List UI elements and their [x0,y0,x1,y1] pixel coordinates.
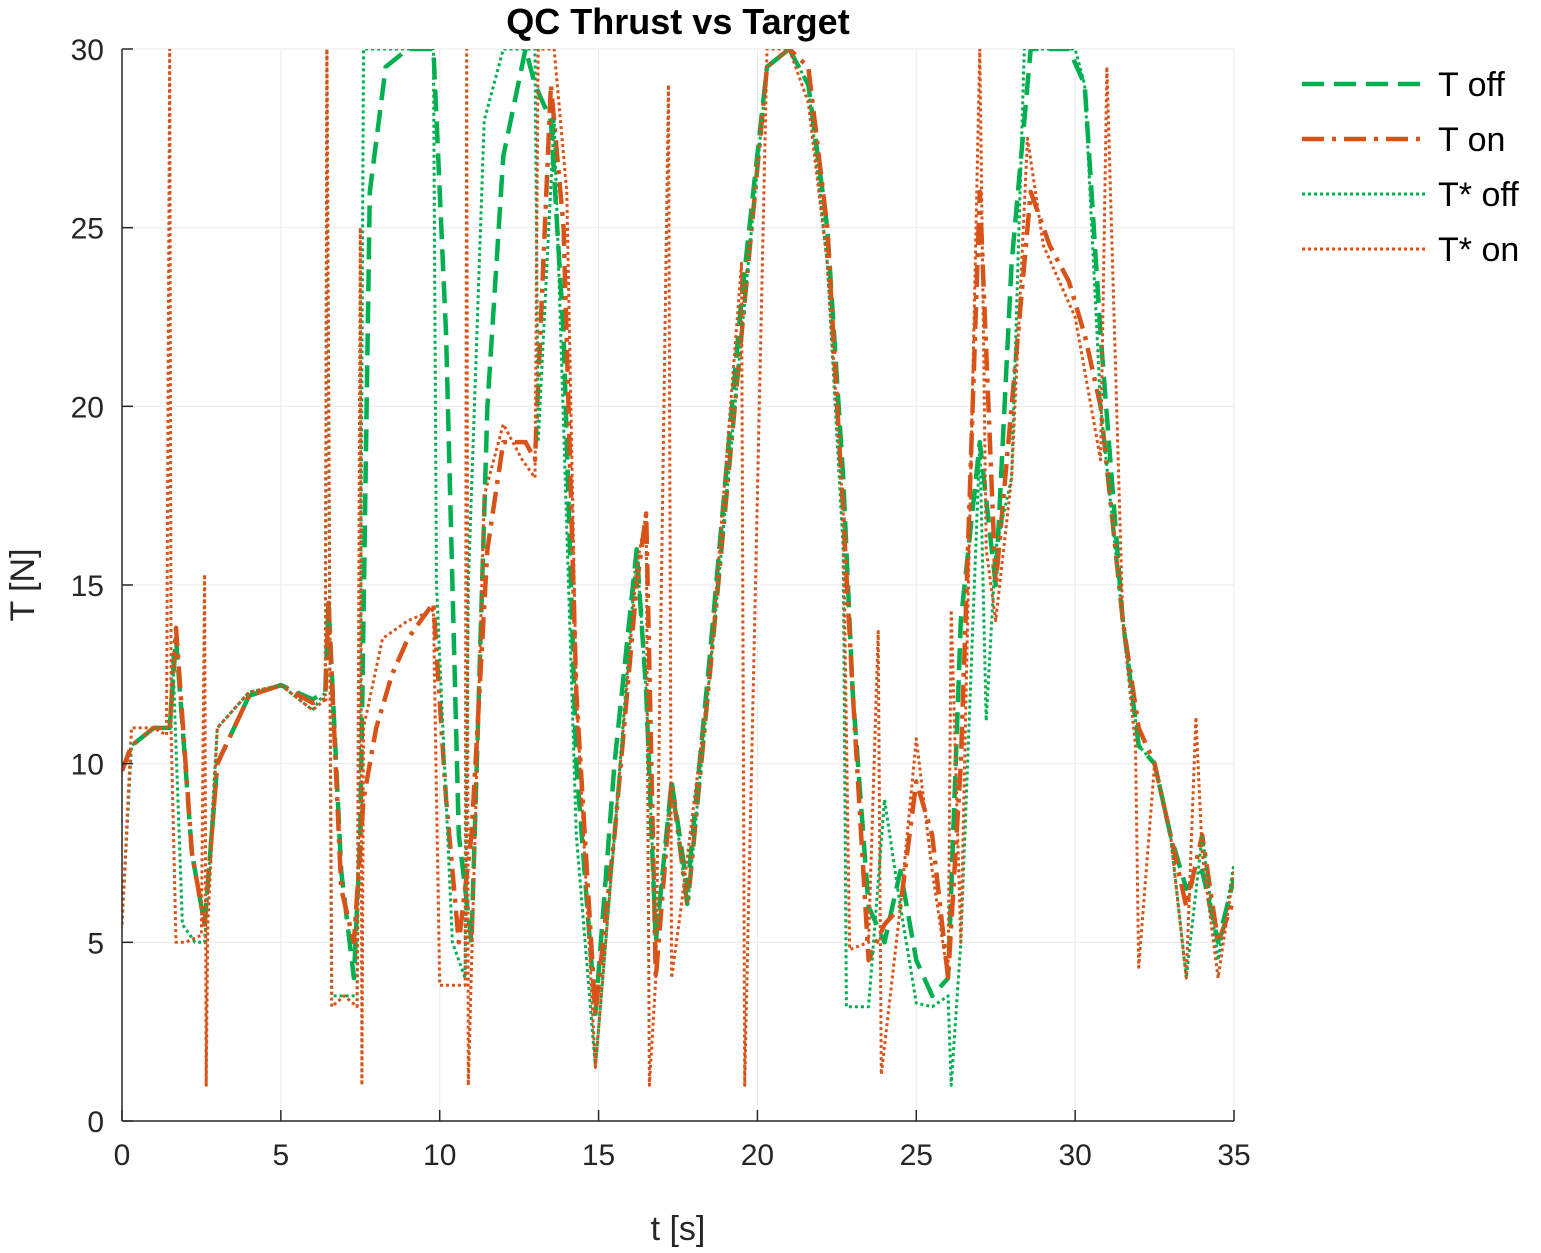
legend-label: T* off [1438,176,1519,214]
series-layer [122,49,1234,1087]
y-tick-label: 0 [87,1106,104,1139]
y-tick-label: 5 [87,927,104,960]
legend: T off T on T* off T* on [1302,66,1519,269]
chart-title: QC Thrust vs Target [506,1,849,42]
legend-label: T on [1438,121,1505,159]
x-tick-label: 10 [423,1139,456,1172]
y-tick-label: 15 [71,570,104,603]
x-tick-label: 15 [582,1139,615,1172]
x-tick-label: 20 [741,1139,774,1172]
x-tick-label: 35 [1217,1139,1250,1172]
y-tick-label: 25 [71,213,104,246]
legend-label: T off [1438,66,1505,104]
grid [121,48,1235,1122]
y-tick-label: 20 [71,391,104,424]
series-line-4 [122,49,1234,1087]
x-axis-label: t [s] [651,1210,706,1248]
ticks: 0 5 10 15 20 25 30 35 0 5 10 15 20 25 30 [71,34,1251,1172]
x-tick-label: 5 [273,1139,290,1172]
x-tick-label: 30 [1058,1139,1091,1172]
x-tick-label: 0 [114,1139,131,1172]
y-tick-label: 10 [71,749,104,782]
y-axis-label: T [N] [4,548,42,621]
y-tick-label: 30 [71,34,104,67]
legend-label: T* on [1438,231,1519,269]
x-tick-label: 25 [900,1139,933,1172]
series-line-3 [122,49,1234,1087]
